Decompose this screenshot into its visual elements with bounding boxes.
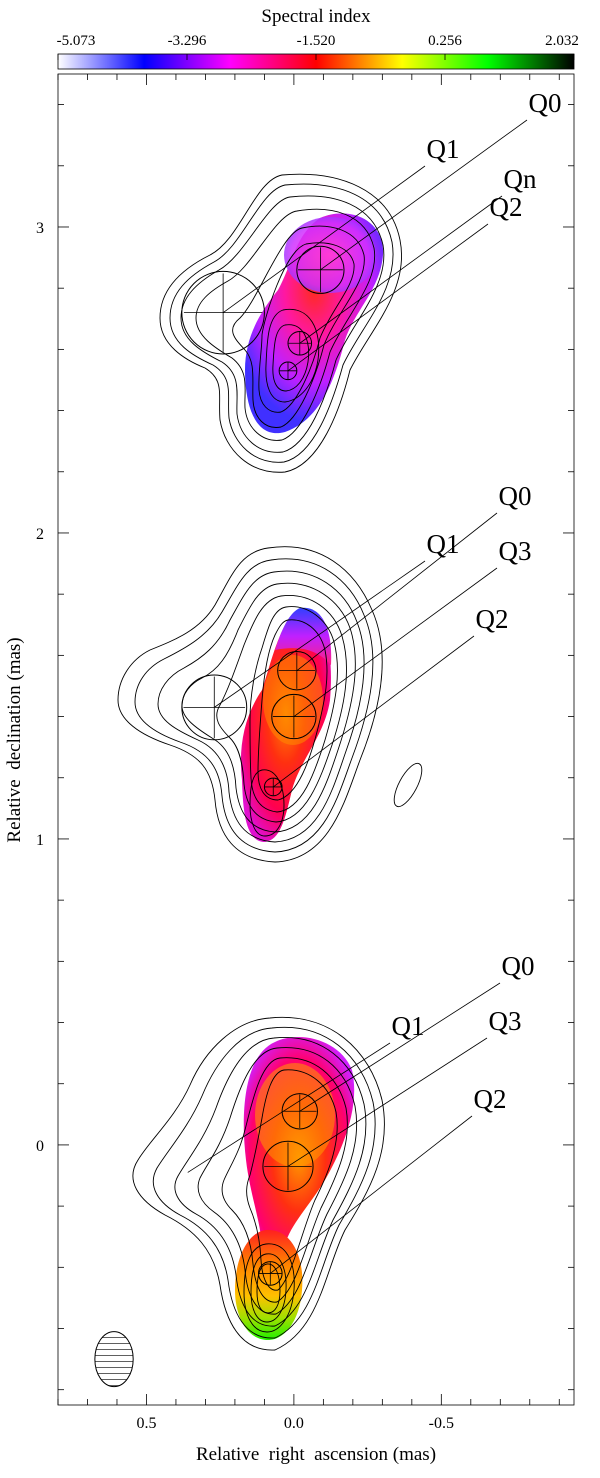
component-leader-line: [296, 512, 498, 671]
colorbar-tick-label: -5.073: [57, 33, 96, 49]
component-label-q3: Q3: [499, 536, 532, 566]
top-fill-upper: [284, 217, 376, 293]
component-leader-line: [273, 635, 475, 788]
component-label-q3: Q3: [489, 1006, 522, 1036]
component-label-q2: Q2: [474, 1084, 507, 1114]
component-circle: [263, 777, 283, 797]
spectral-index-fill: [235, 213, 384, 1340]
component-leader-line: [287, 223, 489, 372]
beam-ellipse: [94, 1331, 134, 1388]
component-circle: [296, 245, 345, 294]
component-label-q0: Q0: [502, 951, 535, 981]
x-tick-label: -0.5: [429, 1415, 454, 1432]
component-circle: [278, 361, 298, 381]
x-tick-label: 0.0: [284, 1415, 304, 1432]
middle-fill-top: [275, 607, 332, 665]
component-circle: [262, 1140, 314, 1192]
middle-fill-core: [263, 655, 323, 745]
panel-middle: Q0 Q1 Q3 Q2: [181, 481, 532, 797]
colorbar-tick-label: -3.296: [168, 33, 207, 49]
component-leader-line: [320, 119, 528, 271]
component-circle: [181, 674, 248, 741]
top-contours: [159, 173, 402, 473]
component-leader-line: [299, 982, 501, 1112]
component-leader-line: [270, 1115, 473, 1274]
axes: 0.5 0.0 -0.5 0 1 2 3: [36, 74, 574, 1432]
middle-isolated-contour: [393, 762, 423, 808]
y-tick-label: 0: [36, 1138, 44, 1155]
component-circle: [281, 1093, 318, 1130]
component-circle: [271, 693, 317, 740]
component-label-q2: Q2: [476, 604, 509, 634]
bottom-contours: [132, 1016, 385, 1351]
component-circle: [287, 330, 313, 356]
y-tick-label: 1: [36, 832, 44, 849]
component-leader-line: [299, 195, 503, 344]
component-leader-line: [214, 560, 426, 708]
component-label-q1: Q1: [392, 1011, 425, 1041]
component-circle: [258, 1261, 283, 1286]
panel-bottom: Q0 Q1 Q3 Q2: [187, 951, 535, 1286]
component-leader-line: [287, 1037, 488, 1167]
colorbar-tick-label: 0.256: [428, 33, 462, 49]
component-label-q2: Q2: [490, 192, 523, 222]
middle-contours: [117, 546, 423, 863]
component-label-q0: Q0: [499, 481, 532, 511]
component-label-qn: Qn: [504, 164, 537, 194]
beam-outline: [94, 1331, 134, 1388]
colorbar-ticks: [57, 54, 575, 60]
colorbar-tick-label: 2.032: [545, 33, 579, 49]
x-axis-label: Relative right ascension (mas): [196, 1444, 436, 1465]
colorbar-tick-labels: -5.073 -3.296 -1.520 0.256 2.032: [57, 33, 579, 49]
colorbar-tick-label: -1.520: [297, 33, 336, 49]
bottom-fill-core: [255, 1063, 335, 1167]
y-tick-label: 3: [36, 220, 44, 237]
intensity-contours: [117, 173, 423, 1351]
component-circle: [277, 650, 317, 691]
y-tick-label: 2: [36, 526, 44, 543]
colorbar: Spectral index -5.073 -3.296 -1.520 0.256 2.…: [57, 6, 579, 70]
component-leader-line: [187, 1042, 391, 1173]
colorbar-title: Spectral index: [261, 6, 371, 27]
component-label-q1: Q1: [427, 529, 460, 559]
y-axis-label: Relative declination (mas): [4, 637, 25, 842]
plot-frame: [57, 73, 575, 1406]
component-label-q1: Q1: [427, 134, 460, 164]
x-tick-label: 0.5: [136, 1415, 156, 1432]
component-circle: [181, 270, 265, 355]
component-label-q0: Q0: [529, 88, 562, 118]
component-leader-line: [293, 567, 498, 717]
